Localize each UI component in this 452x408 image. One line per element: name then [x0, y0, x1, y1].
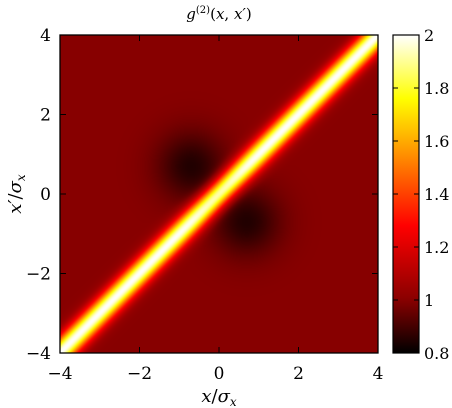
- colorbar-tick-label: 1.6: [424, 132, 449, 151]
- x-tick-label: 2: [293, 364, 304, 384]
- y-tick-label: 2: [40, 106, 51, 126]
- colorbar-tick-label: 1.8: [424, 79, 449, 98]
- y-tick-label: −2: [26, 265, 51, 285]
- x-axis-ticks: −4 −2 0 2 4: [47, 35, 383, 384]
- x-tick-label: 4: [373, 364, 384, 384]
- colorbar-tick-label: 1: [424, 291, 434, 310]
- colorbar-ticks: 0.8 1 1.2 1.4 1.6 1.8 2: [393, 26, 449, 363]
- y-tick-label: 0: [40, 185, 51, 205]
- y-axis-label: x′/σx: [5, 174, 28, 214]
- colorbar-tick-label: 0.8: [424, 344, 449, 363]
- colorbar-tick-label: 2: [424, 26, 434, 45]
- heatmap-frame: [60, 35, 378, 353]
- heatmap-image: [60, 35, 378, 353]
- x-axis-label: x/σx: [201, 386, 237, 408]
- x-tick-label: −2: [127, 364, 152, 384]
- y-tick-label: −4: [26, 344, 51, 364]
- x-tick-label: −4: [47, 364, 72, 384]
- y-tick-label: 4: [40, 26, 51, 46]
- chart-title: g(2)(x, x′): [186, 5, 251, 23]
- colorbar-tick-label: 1.2: [424, 238, 449, 257]
- colorbar-tick-label: 1.4: [424, 185, 449, 204]
- x-tick-label: 0: [214, 364, 225, 384]
- y-axis-ticks: −4 −2 0 2 4: [26, 26, 378, 364]
